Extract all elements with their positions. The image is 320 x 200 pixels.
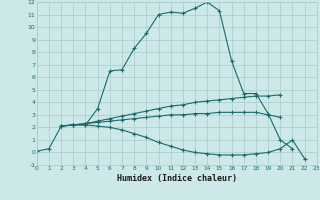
X-axis label: Humidex (Indice chaleur): Humidex (Indice chaleur) xyxy=(117,174,237,183)
